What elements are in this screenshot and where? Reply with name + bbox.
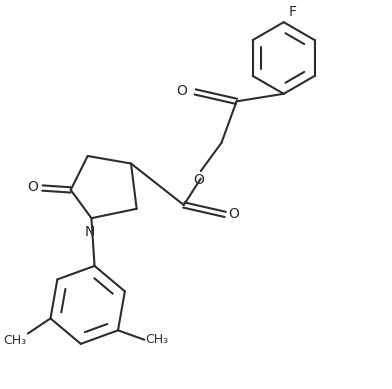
Text: O: O: [176, 84, 187, 98]
Text: O: O: [228, 207, 239, 221]
Text: CH₃: CH₃: [145, 333, 169, 346]
Text: CH₃: CH₃: [4, 334, 27, 347]
Text: N: N: [84, 225, 95, 239]
Text: O: O: [193, 173, 204, 187]
Text: O: O: [27, 180, 38, 194]
Text: F: F: [288, 5, 296, 19]
